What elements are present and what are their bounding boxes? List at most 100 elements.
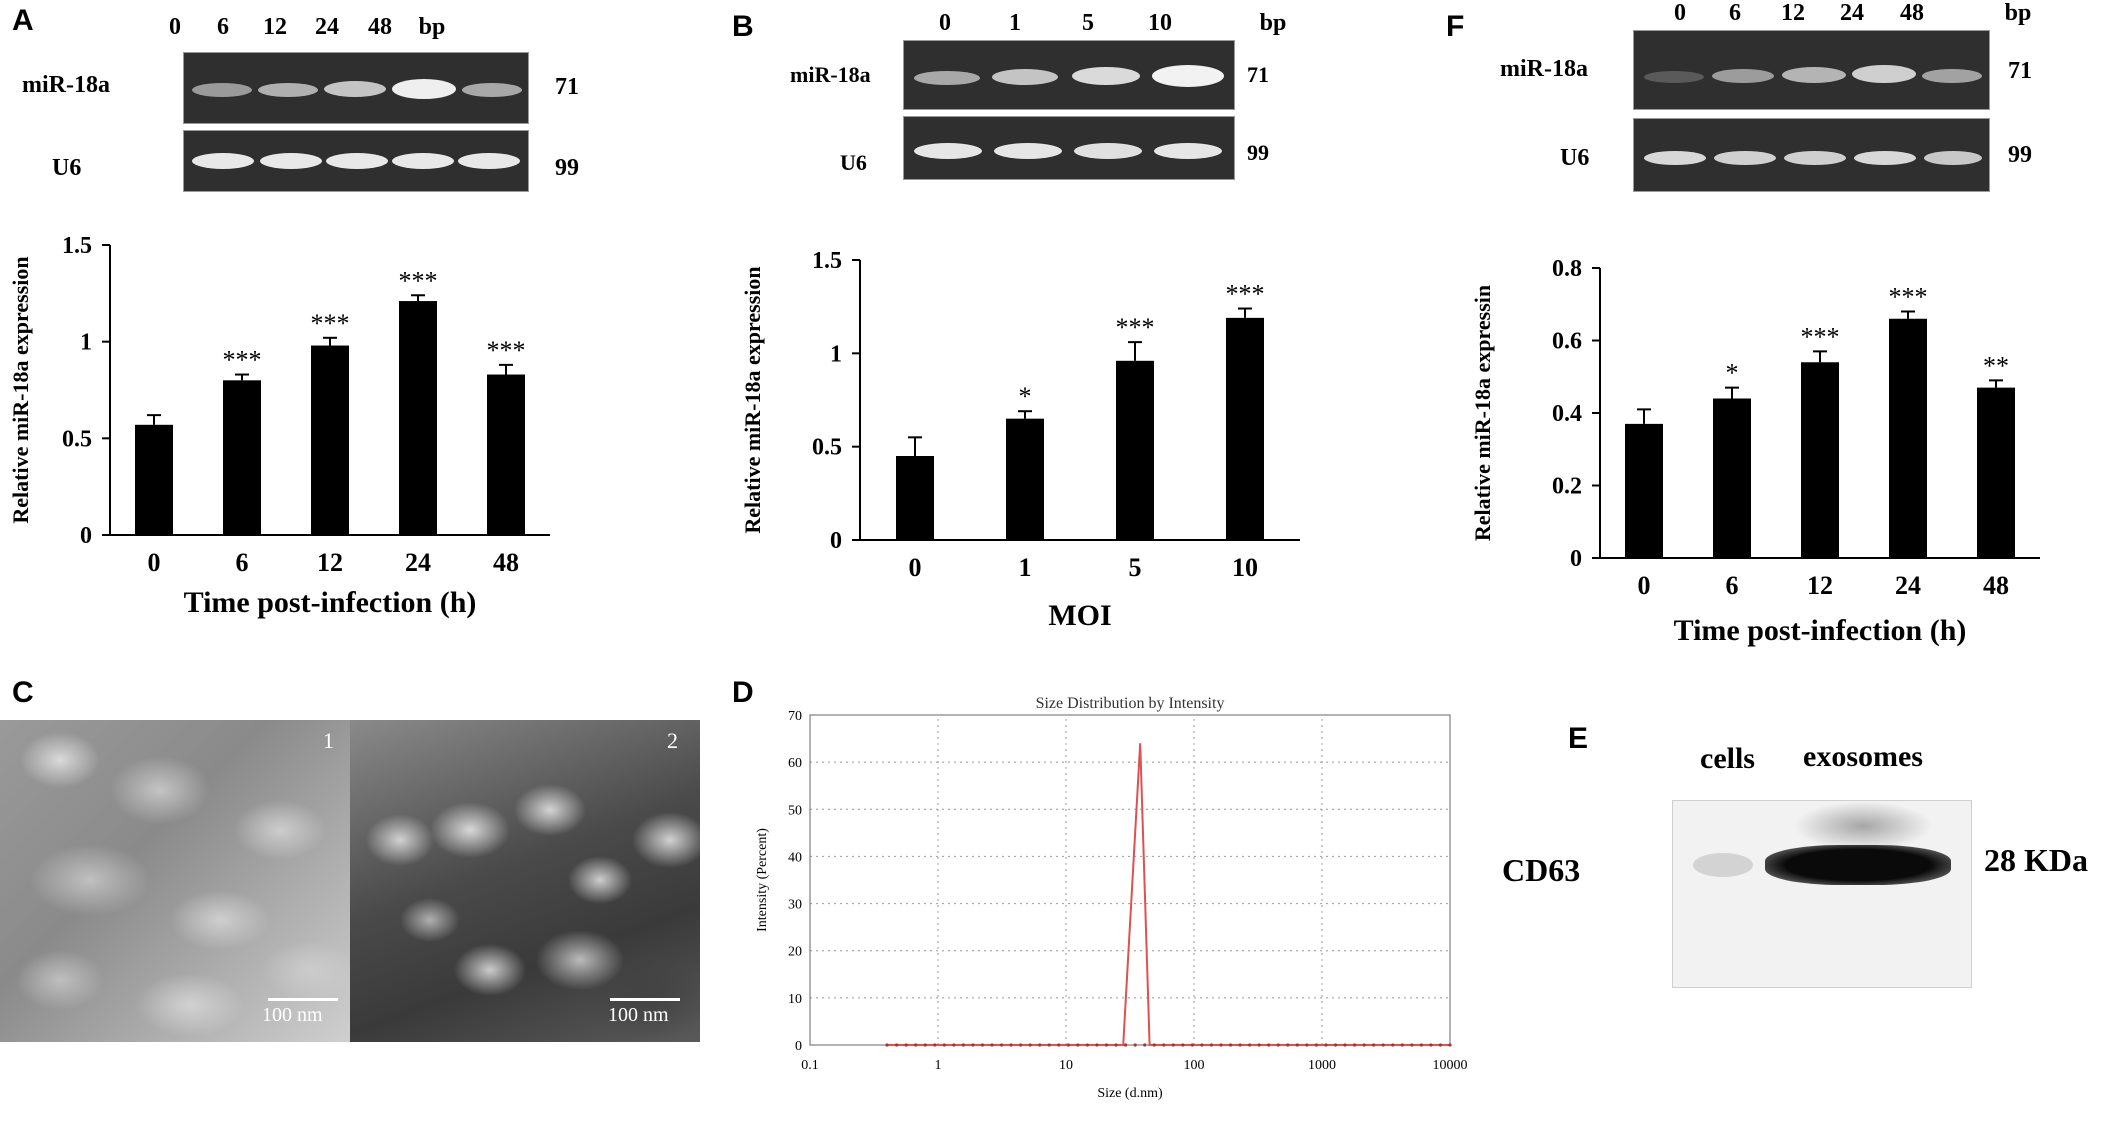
y-tick-label: 0.5: [812, 435, 842, 461]
y-tick-label: 60: [788, 756, 802, 771]
data-point: [1333, 1043, 1338, 1047]
data-point: [1190, 1043, 1194, 1047]
scale-bar-label: 100 nm: [262, 1004, 323, 1026]
gel-band: [258, 83, 318, 97]
bar: [1977, 387, 2015, 558]
bar: [1226, 317, 1264, 540]
data-point: [1295, 1043, 1299, 1047]
gel-band: [462, 83, 522, 97]
tem-image-label: 1: [323, 728, 334, 753]
gel-a: 0 6 12 24 48 bp miR-18a U6 71 99: [0, 0, 579, 192]
bar: [311, 345, 349, 535]
bar: [223, 380, 261, 535]
bar: [135, 424, 173, 535]
panel-label-b: B: [732, 10, 754, 43]
data-point: [923, 1043, 927, 1047]
y-tick-label: 0: [830, 528, 842, 554]
y-axis-label: Relative miR-18a expression: [740, 266, 765, 533]
gel-lane-label: 24: [315, 14, 339, 40]
gel-band: [1784, 151, 1846, 165]
data-point: [904, 1043, 908, 1047]
gel-lane-label: 48: [1900, 0, 1924, 26]
gel-band: [192, 153, 254, 169]
y-tick-label: 0.8: [1552, 256, 1582, 282]
western-size-label: 28 KDa: [1984, 842, 2088, 878]
bar: [1801, 362, 1839, 558]
x-tick-label: 0: [1638, 571, 1651, 600]
gel-lane-label: 5: [1082, 10, 1094, 36]
gel-lane-label: 6: [1729, 0, 1741, 26]
data-point: [1410, 1043, 1414, 1047]
x-tick-label: 10: [1059, 1058, 1073, 1073]
gel-lane-label: 6: [217, 14, 229, 40]
data-point: [1133, 1043, 1137, 1047]
data-point: [1200, 1043, 1204, 1047]
data-point: [1076, 1043, 1080, 1047]
data-point: [1267, 1043, 1271, 1047]
bar: [1889, 318, 1927, 558]
data-point: [1219, 1043, 1223, 1047]
data-point: [1095, 1043, 1099, 1047]
gel-strip-u6: [1633, 118, 1990, 192]
data-point: [1448, 1043, 1452, 1047]
scale-bar: [268, 998, 338, 1001]
y-tick-label: 0: [795, 1039, 802, 1054]
western-lane-label: cells: [1700, 742, 1755, 775]
y-tick-label: 1: [80, 330, 92, 356]
blot-band-exosomes: [1765, 845, 1951, 885]
y-tick-label: 0: [1570, 546, 1582, 572]
x-tick-label: 24: [1895, 571, 1921, 600]
gel-lane-label: 10: [1148, 10, 1172, 36]
data-point: [1152, 1043, 1156, 1047]
y-tick-label: 0.5: [62, 426, 92, 452]
significance-label: ***: [223, 346, 262, 375]
data-point: [999, 1043, 1004, 1047]
significance-label: ***: [399, 266, 438, 295]
gel-size-label: 99: [555, 155, 579, 181]
gel-band: [1072, 67, 1140, 85]
blot-band-cells: [1693, 853, 1753, 877]
significance-label: ***: [1889, 283, 1928, 312]
tem-image-2: 2 100 nm: [350, 720, 700, 1042]
size-distribution-chart: Size Distribution by Intensity 0 10 20 30 40 5…: [755, 695, 1468, 1101]
significance-label: ***: [1801, 322, 1840, 351]
significance-label: **: [1983, 351, 2009, 380]
bar: [1006, 418, 1044, 540]
data-point: [1286, 1043, 1290, 1047]
gel-band: [392, 153, 454, 169]
data-point: [980, 1043, 985, 1047]
data-point: [1009, 1043, 1013, 1047]
gel-band: [1922, 69, 1982, 83]
gel-band: [914, 143, 982, 159]
x-tick-label: 10: [1232, 553, 1258, 582]
data-point: [1028, 1043, 1032, 1047]
y-axis-label: Intensity (Percent): [755, 828, 770, 932]
data-point: [1419, 1043, 1423, 1047]
plot-frame: [809, 714, 1451, 1046]
gel-size-label: 99: [1247, 140, 1269, 165]
gel-band: [1782, 67, 1846, 83]
y-tick-label: 1.5: [62, 233, 92, 259]
gel-lane-label: 24: [1840, 0, 1864, 26]
gel-band: [1152, 65, 1224, 87]
x-tick-label: 24: [405, 548, 431, 577]
gel-row-label: miR-18a: [1500, 56, 1588, 82]
data-point: [895, 1043, 899, 1047]
y-tick-label: 0.2: [1552, 474, 1582, 500]
data-point: [1381, 1043, 1385, 1047]
data-point: [1057, 1043, 1061, 1047]
data-point: [914, 1043, 918, 1047]
chart-title: Size Distribution by Intensity: [1036, 695, 1225, 712]
y-tick-label: 20: [788, 945, 802, 960]
y-tick-label: 50: [788, 803, 802, 818]
panel-label-d: D: [732, 676, 754, 709]
x-tick-label: 0.1: [801, 1058, 819, 1073]
x-tick-label: 12: [1807, 571, 1833, 600]
bar-chart-a: 0 0.5 1 1.5 0 *** 6 *** 12 *** 24 *** 48 Time post-in…: [8, 233, 550, 619]
x-tick-label: 1: [935, 1058, 942, 1073]
data-point: [1324, 1043, 1328, 1047]
data-point: [1038, 1043, 1042, 1047]
gel-strip-u6: [183, 130, 529, 192]
y-tick-label: 10: [788, 992, 802, 1007]
gel-strip-mir18a: [183, 52, 529, 124]
